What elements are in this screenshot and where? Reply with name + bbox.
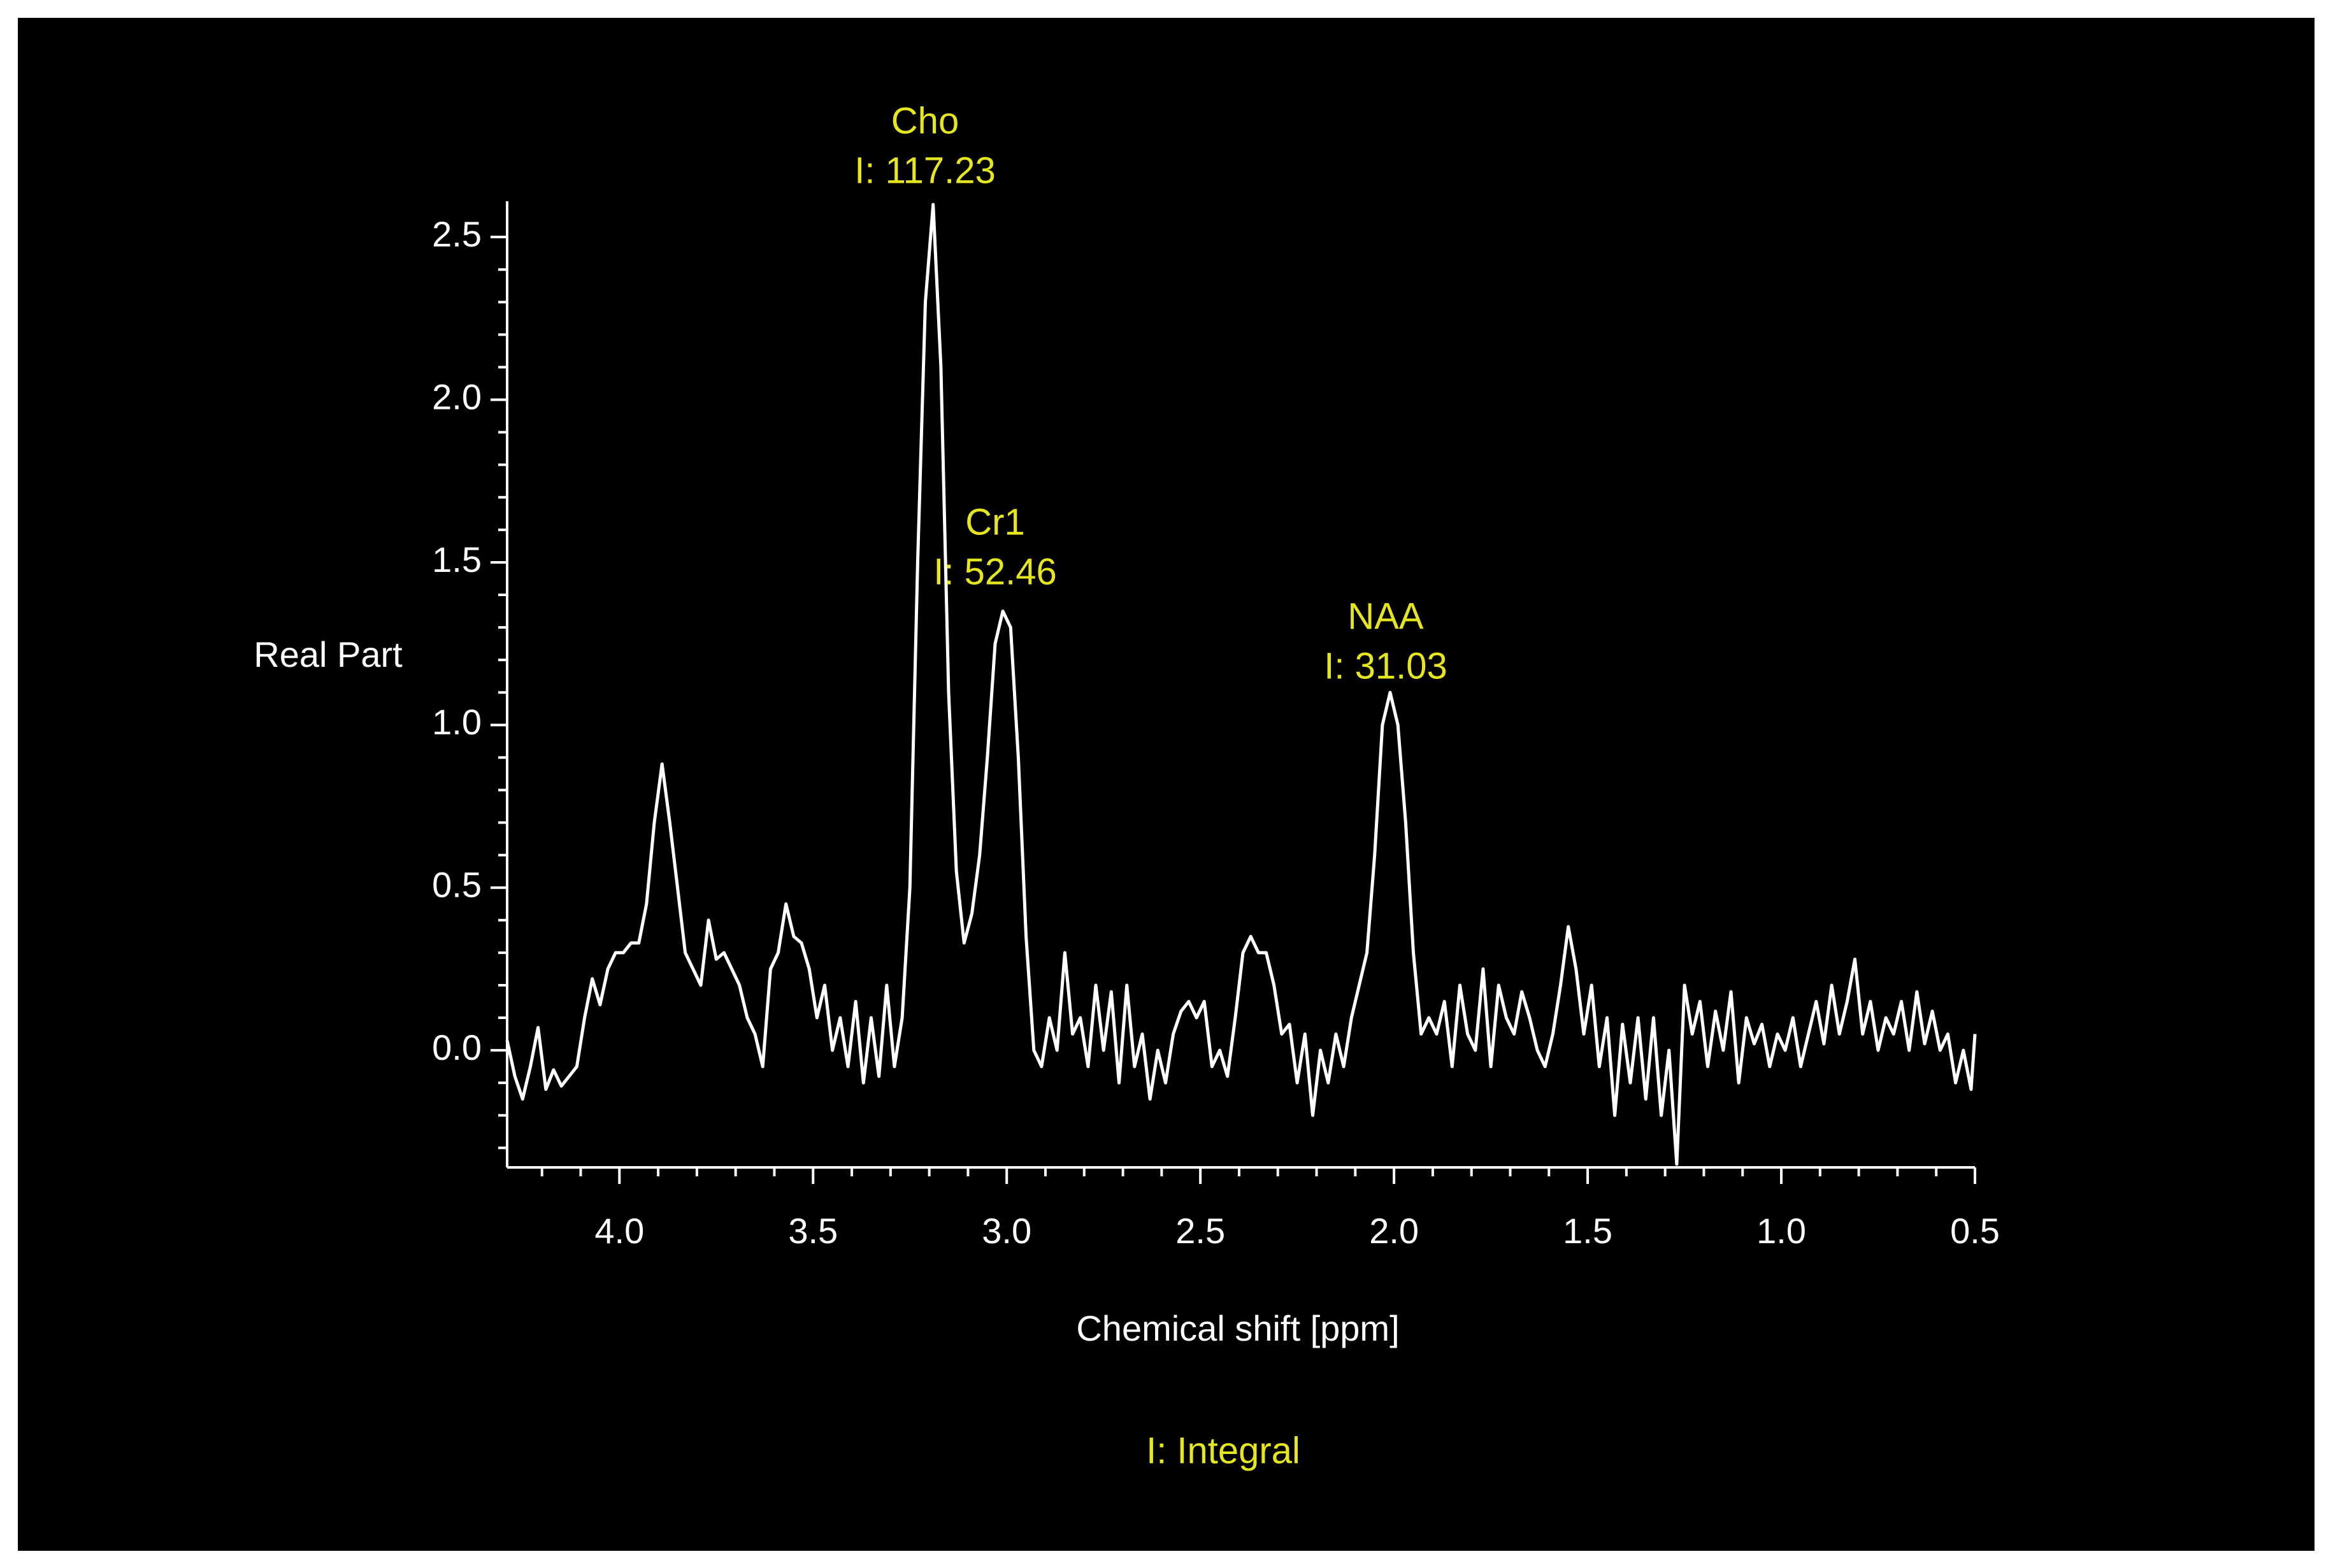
background xyxy=(18,18,2315,1551)
spectrum-line xyxy=(505,203,1977,1166)
x-tick-label: 2.5 xyxy=(1175,1211,1225,1251)
y-tick-label: 0.5 xyxy=(432,865,482,905)
x-tick-label: 1.0 xyxy=(1756,1211,1806,1251)
x-axis-label: Chemical shift [ppm] xyxy=(1076,1308,1399,1348)
x-tick-label: 1.5 xyxy=(1563,1211,1612,1251)
peak-integral: I: 31.03 xyxy=(1324,645,1447,687)
y-tick-label: 2.5 xyxy=(432,214,482,254)
x-tick-label: 2.0 xyxy=(1369,1211,1419,1251)
peak-name: NAA xyxy=(1347,595,1424,637)
y-axis-label: Real Part xyxy=(254,634,403,674)
y-tick-label: 2.0 xyxy=(432,376,482,417)
peak-integral: I: 117.23 xyxy=(854,150,995,191)
footer-legend: I: Integral xyxy=(1146,1430,1300,1471)
peak-name: Cho xyxy=(891,100,959,141)
x-tick-label: 0.5 xyxy=(1950,1211,2000,1251)
x-tick-label: 3.0 xyxy=(982,1211,1031,1251)
y-tick-label: 1.0 xyxy=(432,702,482,742)
x-tick-label: 4.0 xyxy=(594,1211,644,1251)
y-tick-label: 0.0 xyxy=(432,1027,482,1067)
peak-integral: I: 52.46 xyxy=(933,551,1056,592)
x-tick-label: 3.5 xyxy=(788,1211,838,1251)
peak-name: Cr1 xyxy=(965,501,1024,543)
y-tick-label: 1.5 xyxy=(432,539,482,580)
